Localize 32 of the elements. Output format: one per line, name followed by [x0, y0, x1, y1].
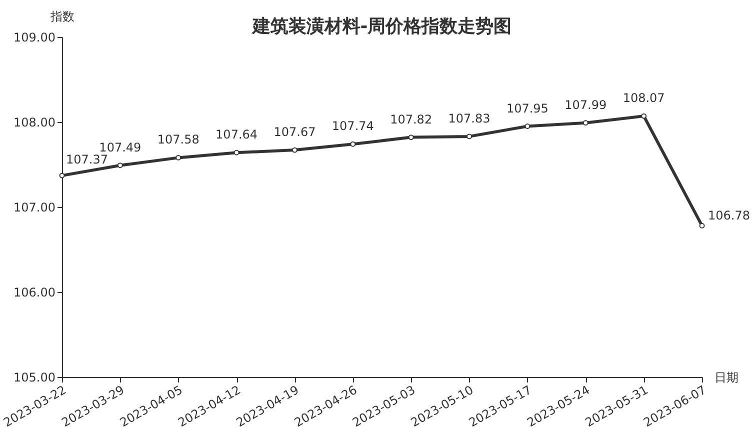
point	[582, 120, 588, 126]
y-tick-label: 107.00	[14, 200, 56, 214]
point	[641, 113, 647, 119]
point	[176, 154, 182, 160]
y-tick-label: 106.00	[14, 286, 56, 300]
point	[59, 172, 65, 178]
point	[699, 222, 705, 228]
data-label: 107.83	[448, 111, 490, 126]
data-label: 107.64	[216, 128, 258, 142]
data-label: 107.37	[66, 152, 108, 167]
data-label: 107.49	[99, 140, 142, 154]
data-label: 107.82	[390, 112, 432, 126]
point	[292, 147, 298, 153]
y-axis-title: 指数	[50, 10, 74, 24]
data-label: 107.58	[157, 132, 200, 147]
data-label: 107.99	[564, 98, 607, 112]
data-label: 107.74	[332, 119, 374, 134]
point	[350, 141, 356, 147]
y-tick-label: 109.00	[14, 30, 56, 44]
y-tick-label: 108.00	[14, 116, 56, 130]
point	[466, 134, 472, 140]
point	[524, 124, 530, 129]
point	[234, 150, 240, 156]
point	[408, 134, 414, 140]
y-tick-label: 105.00	[14, 370, 56, 384]
data-label: 106.78	[708, 208, 750, 223]
point	[117, 162, 123, 168]
data-label: 107.95	[506, 101, 548, 116]
data-label: 108.07	[622, 91, 665, 106]
data-label: 107.67	[274, 125, 316, 140]
x-axis-title: 日期	[714, 370, 738, 384]
chart-title: 建筑装潢材料-周价格指数走势图	[250, 16, 512, 37]
